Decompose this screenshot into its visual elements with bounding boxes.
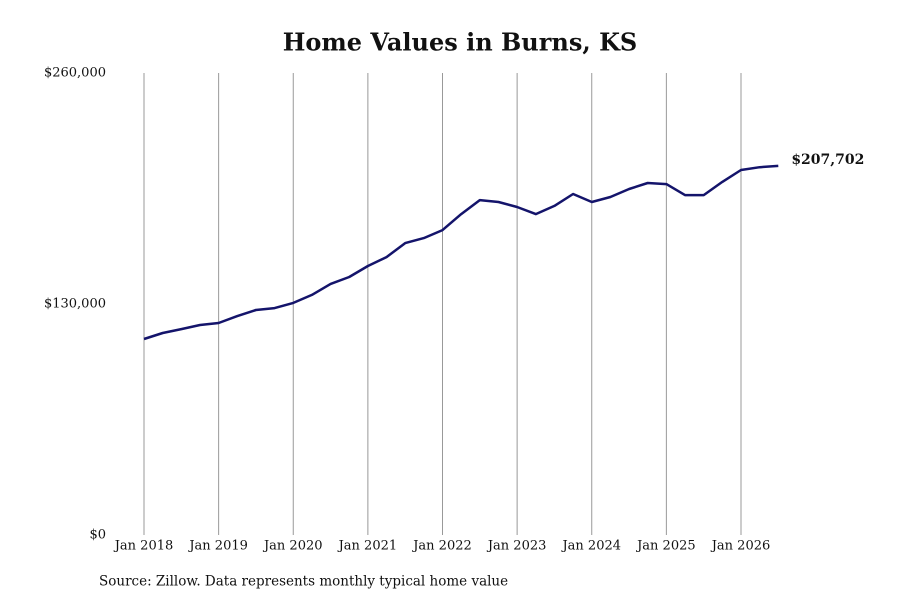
- x-tick-label: Jan 2021: [337, 539, 398, 554]
- x-tick-label: Jan 2020: [262, 539, 323, 554]
- x-tick-label: Jan 2019: [187, 539, 248, 554]
- y-tick-label: $0: [89, 528, 106, 543]
- x-tick-label: Jan 2024: [560, 539, 621, 554]
- value-label: $207,702: [791, 152, 864, 168]
- y-tick-label: $260,000: [44, 66, 106, 81]
- x-tick-label: Jan 2025: [635, 539, 696, 554]
- x-tick-label: Jan 2026: [710, 539, 771, 554]
- x-tick-label: Jan 2023: [486, 539, 547, 554]
- source-note: Source: Zillow. Data represents monthly …: [99, 574, 508, 590]
- chart-title: Home Values in Burns, KS: [283, 28, 638, 57]
- x-tick-label: Jan 2018: [113, 539, 174, 554]
- line: [143, 164, 779, 341]
- x-tick-label: Jan 2022: [411, 539, 472, 554]
- y-tick-label: $130,000: [44, 297, 106, 312]
